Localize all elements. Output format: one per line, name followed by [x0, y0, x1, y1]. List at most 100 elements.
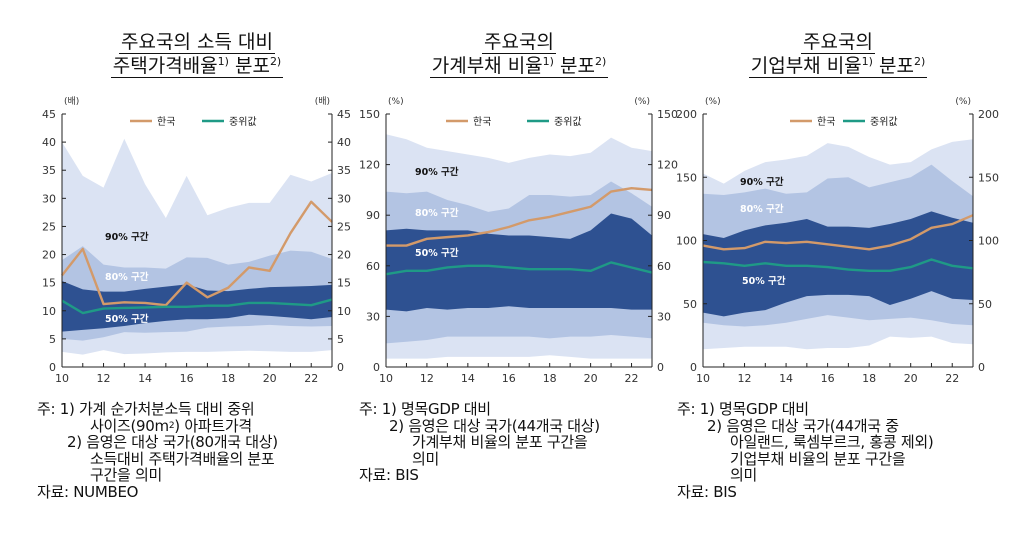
y-tick-label-left: 30: [366, 310, 380, 323]
footnote-ref: 2): [913, 55, 926, 68]
note-2: 2) 음영은 대상 국가(44개국 대상): [389, 416, 600, 435]
x-tick-label: 22: [945, 372, 959, 385]
y-tick-label-right: 30: [337, 192, 351, 205]
note-2: 2) 음영은 대상 국가(80개국 대상): [67, 433, 278, 452]
y-tick-label-right: 35: [337, 164, 351, 177]
median-line: [61, 298, 333, 315]
unit-label-left: (배): [64, 96, 79, 107]
x-tick-label: 22: [625, 372, 639, 385]
y-tick-label-right: 120: [657, 159, 678, 172]
legend-median-label: 중위값: [229, 115, 257, 128]
title-text: 분포: [872, 55, 914, 77]
x-tick-label: 16: [821, 372, 835, 385]
title-line-2: 기업부채 비율1) 분포2): [748, 55, 928, 78]
y-tick-label-right: 60: [657, 260, 671, 273]
source: 자료: BIS: [677, 482, 737, 501]
note-1: 주: 1) 명목GDP 대비: [359, 400, 491, 418]
y-tick-label-left: 10: [42, 305, 56, 318]
y-tick-label-left: 15: [42, 277, 56, 290]
korea-line: [702, 214, 974, 251]
note-2-cont: 구간을 의미: [90, 466, 162, 485]
y-tick-label-right: 15: [337, 277, 351, 290]
legend-korea-label: 한국: [817, 116, 835, 128]
band-50: [703, 211, 973, 317]
y-tick-label-left: 100: [676, 235, 697, 248]
note-2-cont: 의미: [412, 449, 440, 468]
y-tick-label-right: 150: [657, 108, 678, 121]
y-tick-label-right: 100: [978, 235, 999, 248]
band-label-b90: 90% 구간: [105, 231, 149, 243]
note-1: 주: 1) 명목GDP 대비: [677, 400, 809, 418]
band-label-b50: 50% 구간: [105, 313, 149, 325]
x-tick-label: 14: [138, 372, 152, 385]
median-line: [702, 258, 974, 273]
x-tick-label: 14: [779, 372, 793, 385]
y-tick-label-left: 0: [49, 361, 56, 374]
legend-korea-label: 한국: [473, 116, 491, 128]
note-2-cont: 소득대비 주택가격배율의 분포: [90, 449, 275, 468]
title-line-2: 가계부채 비율1) 분포2): [429, 55, 609, 78]
footnote-ref: 2): [269, 55, 282, 68]
y-tick-label-right: 40: [337, 136, 351, 149]
x-tick-label: 20: [904, 372, 918, 385]
y-tick-label-left: 20: [42, 249, 56, 262]
band-50: [386, 213, 652, 312]
footnote-ref: 1): [217, 55, 229, 68]
x-tick-label: 10: [55, 372, 69, 385]
y-tick-label-left: 25: [42, 220, 56, 233]
footnote-ref: 1): [861, 55, 873, 68]
y-tick-label-right: 30: [657, 310, 671, 323]
y-tick-label-left: 50: [683, 298, 697, 311]
y-tick-label-left: 90: [366, 209, 380, 222]
chart-1-title: 주요국의 소득 대비 주택가격배율1) 분포2): [62, 30, 332, 78]
median-line: [385, 261, 653, 276]
y-tick-label-right: 0: [978, 361, 985, 374]
unit-label-right: (%): [955, 97, 971, 107]
title-text: 기업부채 비율: [750, 55, 862, 77]
band-label-b80: 80% 구간: [105, 271, 149, 283]
footnote-ref: 2): [594, 55, 607, 68]
unit-label-left: (%): [705, 97, 721, 107]
y-tick-label-right: 20: [337, 249, 351, 262]
x-tick-label: 16: [502, 372, 516, 385]
korea-line: [61, 200, 333, 307]
source: 자료: BIS: [359, 466, 419, 485]
source: 자료: NUMBEO: [37, 482, 139, 501]
note-2-cont: 의미: [730, 466, 758, 485]
note-1: 주: 1) 가계 순가처분소득 대비 중위: [37, 400, 255, 418]
y-tick-label-left: 0: [690, 361, 697, 374]
y-tick-label-right: 50: [978, 298, 992, 311]
band-label-b90: 90% 구간: [740, 176, 784, 188]
unit-label-right: (배): [315, 96, 330, 107]
x-tick-label: 18: [543, 372, 557, 385]
note-2: 2) 음영은 대상 국가(44개국 중: [707, 416, 899, 435]
chart-2-title: 주요국의 가계부채 비율1) 분포2): [384, 30, 654, 78]
band-label-b90: 90% 구간: [415, 166, 459, 178]
y-tick-label-left: 45: [42, 108, 56, 121]
title-line-2: 주택가격배율1) 분포2): [110, 55, 284, 78]
y-tick-label-left: 120: [359, 159, 380, 172]
chart-1-notes: 주: 1) 가계 순가처분소득 대비 중위 사이즈(90m2) 아파트가격 2)…: [37, 401, 278, 501]
y-tick-label-left: 5: [49, 333, 56, 346]
y-tick-label-right: 45: [337, 108, 351, 121]
x-tick-label: 18: [862, 372, 876, 385]
y-tick-label-left: 150: [359, 108, 380, 121]
chart-3-notes: 주: 1) 명목GDP 대비 2) 음영은 대상 국가(44개국 중 아일랜드,…: [677, 400, 934, 501]
band-label-b80: 80% 구간: [415, 207, 459, 219]
footnote-ref: 1): [542, 55, 554, 68]
y-tick-label-left: 60: [366, 260, 380, 273]
unit-label-right: (%): [634, 97, 650, 107]
x-tick-label: 22: [304, 372, 318, 385]
x-tick-label: 12: [738, 372, 752, 385]
y-tick-label-left: 0: [373, 361, 380, 374]
chart-3-title: 주요국의 기업부채 비율1) 분포2): [703, 30, 973, 78]
y-tick-label-left: 150: [676, 171, 697, 184]
band-label-b80: 80% 구간: [740, 203, 784, 215]
x-tick-label: 18: [221, 372, 235, 385]
title-text: 주택가격배율: [112, 55, 218, 77]
unit-label-left: (%): [388, 97, 404, 107]
note-1-cont: 사이즈(90m2) 아파트가격: [90, 416, 252, 435]
x-tick-label: 12: [97, 372, 111, 385]
legend-korea-label: 한국: [157, 116, 175, 128]
